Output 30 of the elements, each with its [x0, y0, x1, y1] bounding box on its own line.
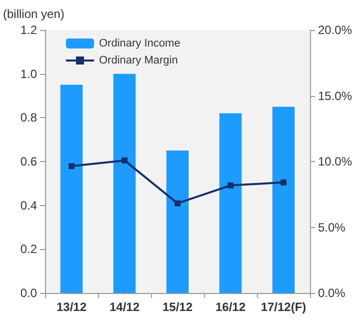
y2-tick-label: 20.0% — [318, 23, 352, 37]
bar — [219, 113, 242, 293]
y-tick-label: 0.2 — [20, 242, 38, 256]
x-tick-label: 16/12 — [215, 300, 246, 314]
bar — [166, 150, 189, 293]
legend-label: Ordinary Margin — [99, 54, 178, 66]
point — [280, 179, 286, 186]
y-tick-label: 1.0 — [20, 66, 38, 81]
y-tick-label: 1.2 — [20, 23, 38, 37]
bar — [272, 106, 295, 293]
point — [228, 182, 234, 188]
point — [122, 157, 128, 164]
y2-tick-label: 5.0% — [318, 220, 346, 234]
bar — [113, 74, 136, 293]
x-tick-label: 14/12 — [109, 300, 140, 314]
point — [68, 163, 74, 170]
y-tick-label: 0.6 — [20, 154, 38, 168]
y-tick-label: 0.0 — [20, 286, 38, 300]
y-tick-label: 0.8 — [20, 110, 38, 125]
x-tick-label: 13/12 — [56, 300, 87, 314]
y-tick-label: 0.4 — [20, 198, 38, 212]
y2-tick-label: 10.0% — [318, 154, 352, 168]
point — [174, 200, 180, 206]
bar — [60, 84, 83, 293]
legend-label: Ordinary Income — [99, 38, 180, 50]
x-tick-label: 15/12 — [162, 300, 193, 314]
y-axis-title: (billion yen) — [3, 7, 64, 21]
x-tick-label: 17/12(F) — [260, 300, 306, 314]
y2-tick-label: 0.0% — [318, 286, 346, 300]
y2-tick-label: 15.0% — [318, 88, 352, 103]
